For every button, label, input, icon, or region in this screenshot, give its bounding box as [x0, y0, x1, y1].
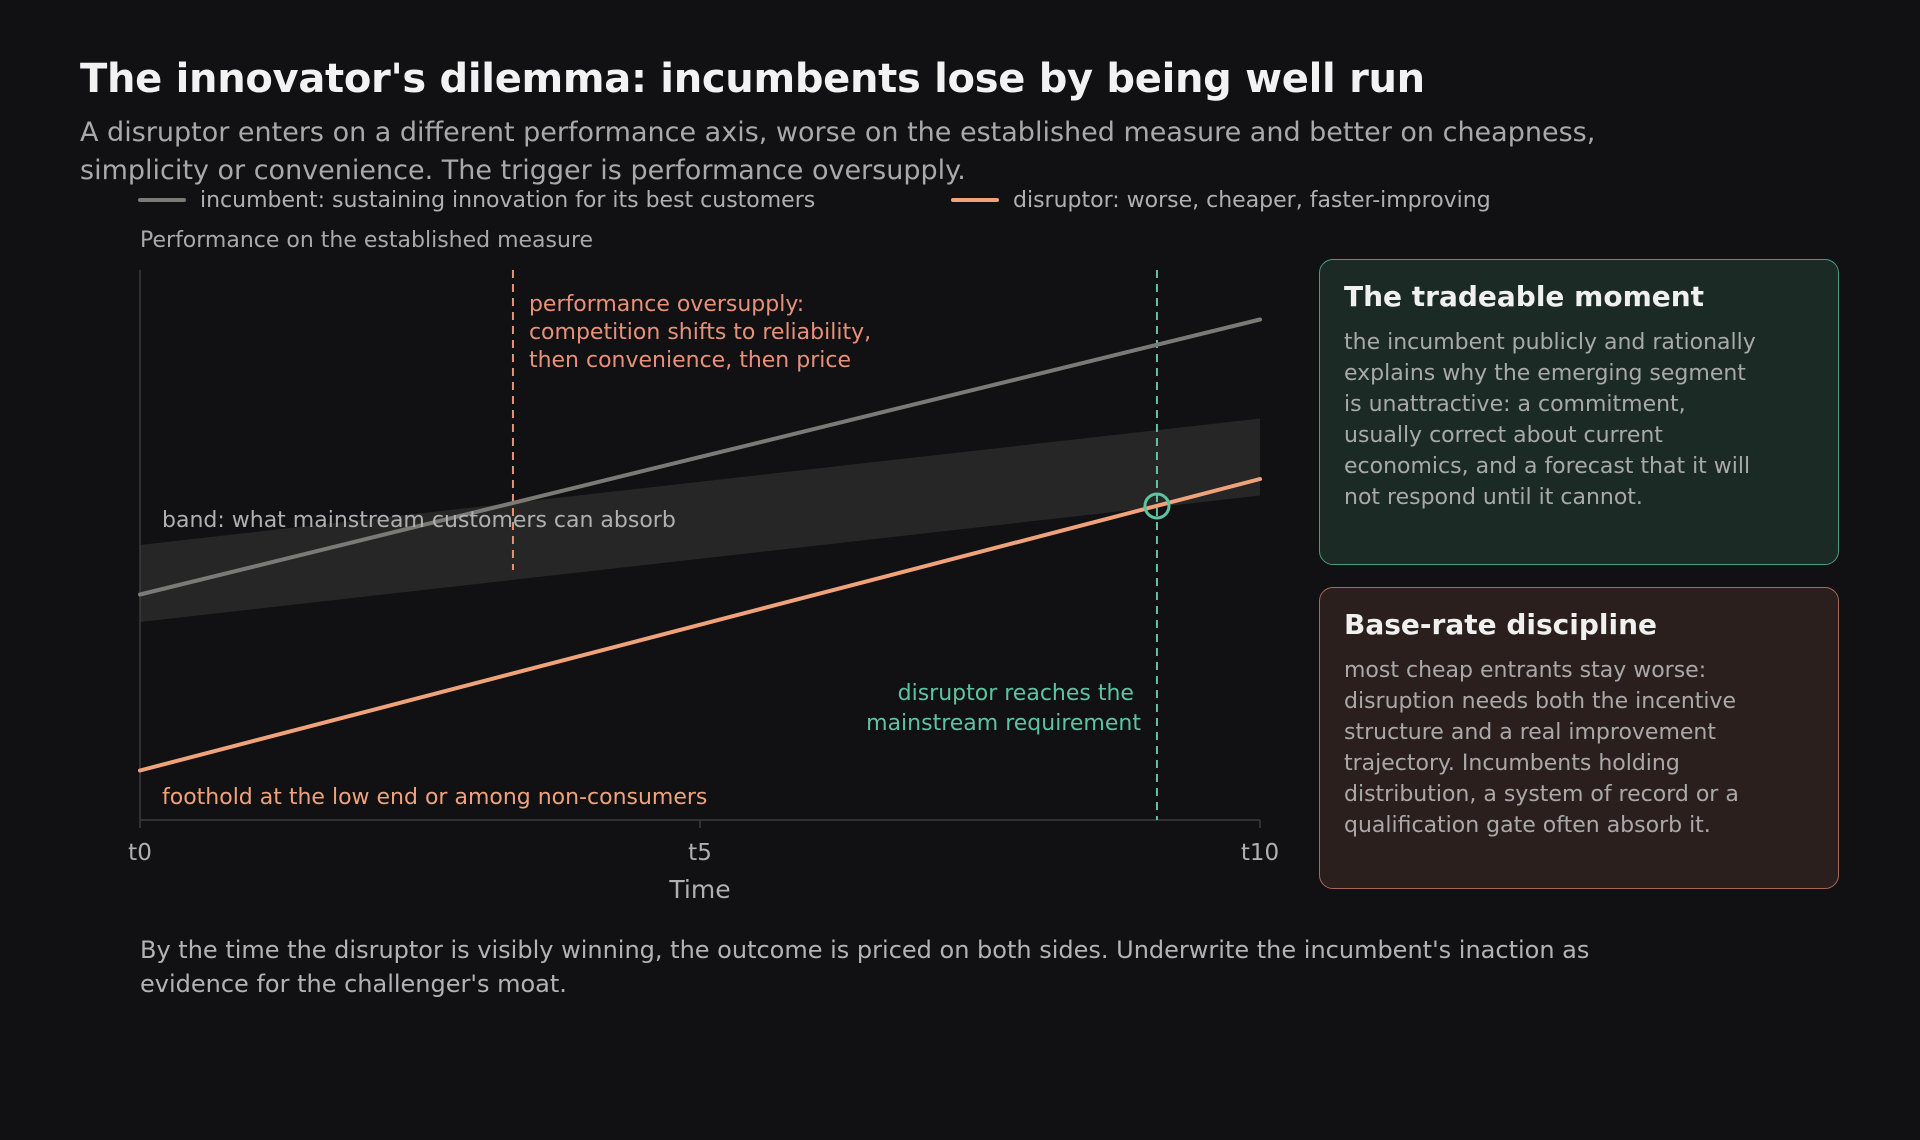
oversupply-line-2: competition shifts to reliability, [529, 320, 871, 345]
disruptor-series-line [138, 477, 1262, 773]
legend-incumbent: incumbent: sustaining innovation for its… [138, 187, 815, 213]
tradeable-moment-body: the incumbent publicly and rationally ex… [1344, 330, 1756, 510]
band-label: band: what mainstream customers can abso… [162, 508, 676, 533]
x-ticks: t0 t5 t10 [128, 820, 1279, 866]
x-axis-label: Time [668, 875, 730, 904]
chart: Performance on the established measure t… [128, 228, 1279, 904]
page-subtitle: A disruptor enters on a different perfor… [80, 117, 1596, 186]
x-tick-label-t0: t0 [128, 840, 152, 866]
oversupply-line-1: performance oversupply: [529, 292, 804, 317]
intersection-marker [1143, 492, 1171, 520]
legend-disruptor-label: disruptor: worse, cheaper, faster-improv… [1013, 187, 1491, 213]
tradeable-moment-card: The tradeable moment the incumbent publi… [1319, 259, 1839, 565]
legend-disruptor: disruptor: worse, cheaper, faster-improv… [951, 187, 1491, 213]
oversupply-line-3: then convenience, then price [529, 348, 851, 373]
oversupply-annotation: performance oversupply: competition shif… [529, 292, 878, 373]
x-tick-label-t10: t10 [1241, 840, 1279, 866]
legend-incumbent-swatch [138, 198, 186, 202]
requirement-annotation: disruptor reaches the mainstream require… [866, 681, 1141, 736]
legend-disruptor-swatch [951, 198, 999, 202]
page-title: The innovator's dilemma: incumbents lose… [80, 56, 1425, 102]
requirement-line-2: mainstream requirement [866, 711, 1141, 736]
legend-incumbent-label: incumbent: sustaining innovation for its… [200, 187, 816, 213]
absorb-band [140, 418, 1260, 622]
base-rate-title: Base-rate discipline [1344, 608, 1658, 641]
y-axis-label: Performance on the established measure [140, 228, 593, 253]
tradeable-moment-title: The tradeable moment [1344, 280, 1705, 313]
footer-note: By the time the disruptor is visibly win… [140, 936, 1590, 998]
requirement-line-1: disruptor reaches the [898, 681, 1134, 706]
base-rate-card: Base-rate discipline most cheap entrants… [1319, 587, 1839, 889]
foothold-annotation: foothold at the low end or among non-con… [162, 785, 707, 810]
x-tick-label-t5: t5 [688, 840, 712, 866]
base-rate-body: most cheap entrants stay worse: disrupti… [1344, 658, 1739, 838]
incumbent-series-line [138, 317, 1262, 597]
